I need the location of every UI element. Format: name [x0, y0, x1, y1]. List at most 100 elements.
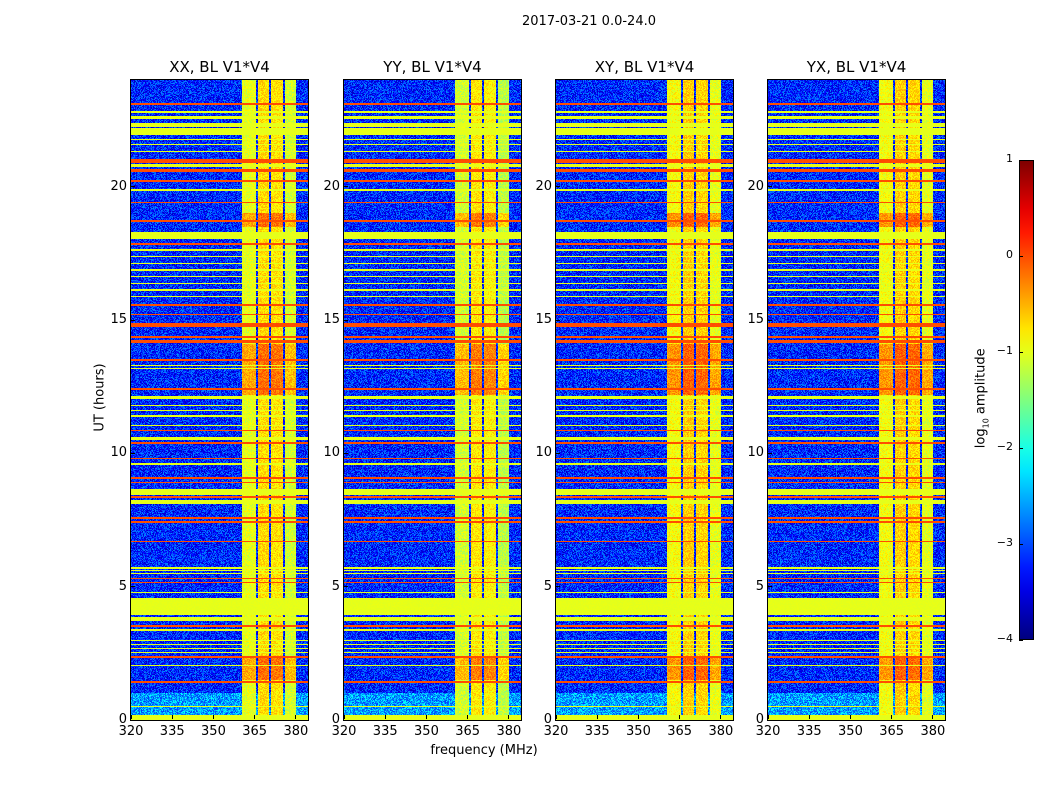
x-tick-label: 335: [584, 724, 610, 739]
x-tick-label: 365: [455, 724, 481, 739]
colorbar-tick-label: 0: [1006, 248, 1013, 261]
x-tick-label: 320: [543, 724, 569, 739]
y-tick-mark: [556, 186, 560, 188]
y-tick-label: 15: [323, 312, 340, 327]
x-tick-label: 320: [755, 724, 781, 739]
y-tick-label: 0: [543, 712, 552, 727]
colorbar: [1019, 160, 1034, 640]
y-tick-label: 5: [755, 578, 764, 594]
y-tick-mark: [768, 719, 772, 721]
x-tick-mark: [555, 715, 557, 719]
x-tick-label: 350: [201, 724, 226, 739]
y-tick-mark: [131, 719, 135, 721]
x-tick-mark: [254, 715, 256, 719]
colorbar-tick-label: −1: [996, 344, 1013, 357]
x-tick-mark: [425, 715, 427, 719]
y-tick-mark: [344, 319, 348, 321]
x-tick-mark: [130, 715, 132, 719]
waterfall-panel: XX, BL V1*V4: [130, 58, 309, 721]
colorbar-tick-mark: [1019, 639, 1023, 641]
y-tick-mark: [344, 452, 348, 454]
x-tick-label: 335: [159, 724, 185, 739]
x-tick-label: 380: [920, 724, 946, 739]
y-axis-label: UT (hours): [92, 363, 108, 432]
x-tick-label: 320: [118, 724, 144, 739]
panel-title: XY, BL V1*V4: [594, 58, 695, 76]
figure-title: 2017-03-21 0.0-24.0: [522, 14, 656, 29]
y-tick-label: 20: [535, 178, 552, 194]
x-tick-mark: [808, 715, 810, 719]
x-tick-mark: [679, 715, 681, 719]
x-tick-mark: [720, 715, 722, 719]
x-tick-label: 335: [372, 724, 398, 739]
x-tick-label: 350: [414, 724, 439, 739]
colorbar-tick-label: 1: [1006, 152, 1013, 165]
heatmap-image: [768, 80, 945, 720]
y-tick-mark: [556, 719, 560, 721]
y-tick-label: 15: [747, 312, 764, 327]
x-tick-mark: [596, 715, 598, 719]
y-tick-label: 5: [118, 578, 127, 594]
y-tick-label: 0: [755, 712, 764, 727]
y-tick-mark: [344, 586, 348, 588]
x-tick-mark: [508, 715, 510, 719]
y-tick-mark: [344, 719, 348, 721]
y-tick-label: 15: [110, 312, 127, 327]
x-tick-label: 380: [283, 724, 309, 739]
x-tick-mark: [384, 715, 386, 719]
y-tick-mark: [556, 319, 560, 321]
y-tick-label: 10: [747, 445, 764, 461]
x-tick-mark: [849, 715, 851, 719]
colorbar-tick-mark: [1019, 447, 1023, 449]
heatmap-image: [556, 80, 733, 720]
x-tick-label: 365: [667, 724, 693, 739]
x-tick-label: 365: [879, 724, 905, 739]
heatmap-image: [344, 80, 521, 720]
x-tick-mark: [343, 715, 345, 719]
x-tick-mark: [467, 715, 469, 719]
y-tick-mark: [768, 186, 772, 188]
colorbar-tick-label: −2: [996, 440, 1013, 453]
y-tick-label: 15: [535, 312, 552, 327]
y-tick-mark: [131, 186, 135, 188]
x-tick-mark: [637, 715, 639, 719]
x-tick-mark: [767, 715, 769, 719]
x-tick-mark: [295, 715, 297, 719]
colorbar-tick-mark: [1019, 543, 1023, 545]
y-tick-label: 20: [110, 178, 127, 194]
x-tick-label: 350: [838, 724, 863, 739]
colorbar-tick-label: −4: [996, 632, 1013, 645]
y-tick-label: 5: [331, 578, 340, 594]
y-tick-label: 20: [747, 178, 764, 194]
x-tick-label: 380: [708, 724, 734, 739]
x-tick-label: 335: [796, 724, 822, 739]
waterfall-panel: YX, BL V1*V4: [767, 58, 946, 721]
y-tick-label: 10: [323, 445, 340, 461]
panel-title: XX, BL V1*V4: [169, 58, 270, 76]
colorbar-tick-mark: [1019, 255, 1023, 257]
y-tick-mark: [768, 452, 772, 454]
x-axis-label: frequency (MHz): [430, 743, 538, 758]
y-tick-label: 10: [535, 445, 552, 461]
y-tick-label: 5: [543, 578, 552, 594]
y-tick-mark: [131, 452, 135, 454]
y-tick-mark: [556, 452, 560, 454]
x-tick-label: 380: [496, 724, 522, 739]
colorbar-tick-mark: [1019, 351, 1023, 353]
x-tick-label: 365: [242, 724, 268, 739]
x-tick-mark: [932, 715, 934, 719]
y-tick-mark: [131, 586, 135, 588]
y-tick-mark: [131, 319, 135, 321]
y-tick-label: 0: [331, 712, 340, 727]
x-tick-label: 320: [331, 724, 357, 739]
colorbar-tick-label: −3: [996, 536, 1013, 549]
y-tick-label: 10: [110, 445, 127, 461]
y-tick-mark: [768, 586, 772, 588]
panel-title: YX, BL V1*V4: [806, 58, 907, 76]
x-tick-mark: [212, 715, 214, 719]
y-tick-mark: [344, 186, 348, 188]
y-tick-label: 0: [118, 712, 127, 727]
heatmap-image: [131, 80, 308, 720]
y-tick-mark: [768, 319, 772, 321]
